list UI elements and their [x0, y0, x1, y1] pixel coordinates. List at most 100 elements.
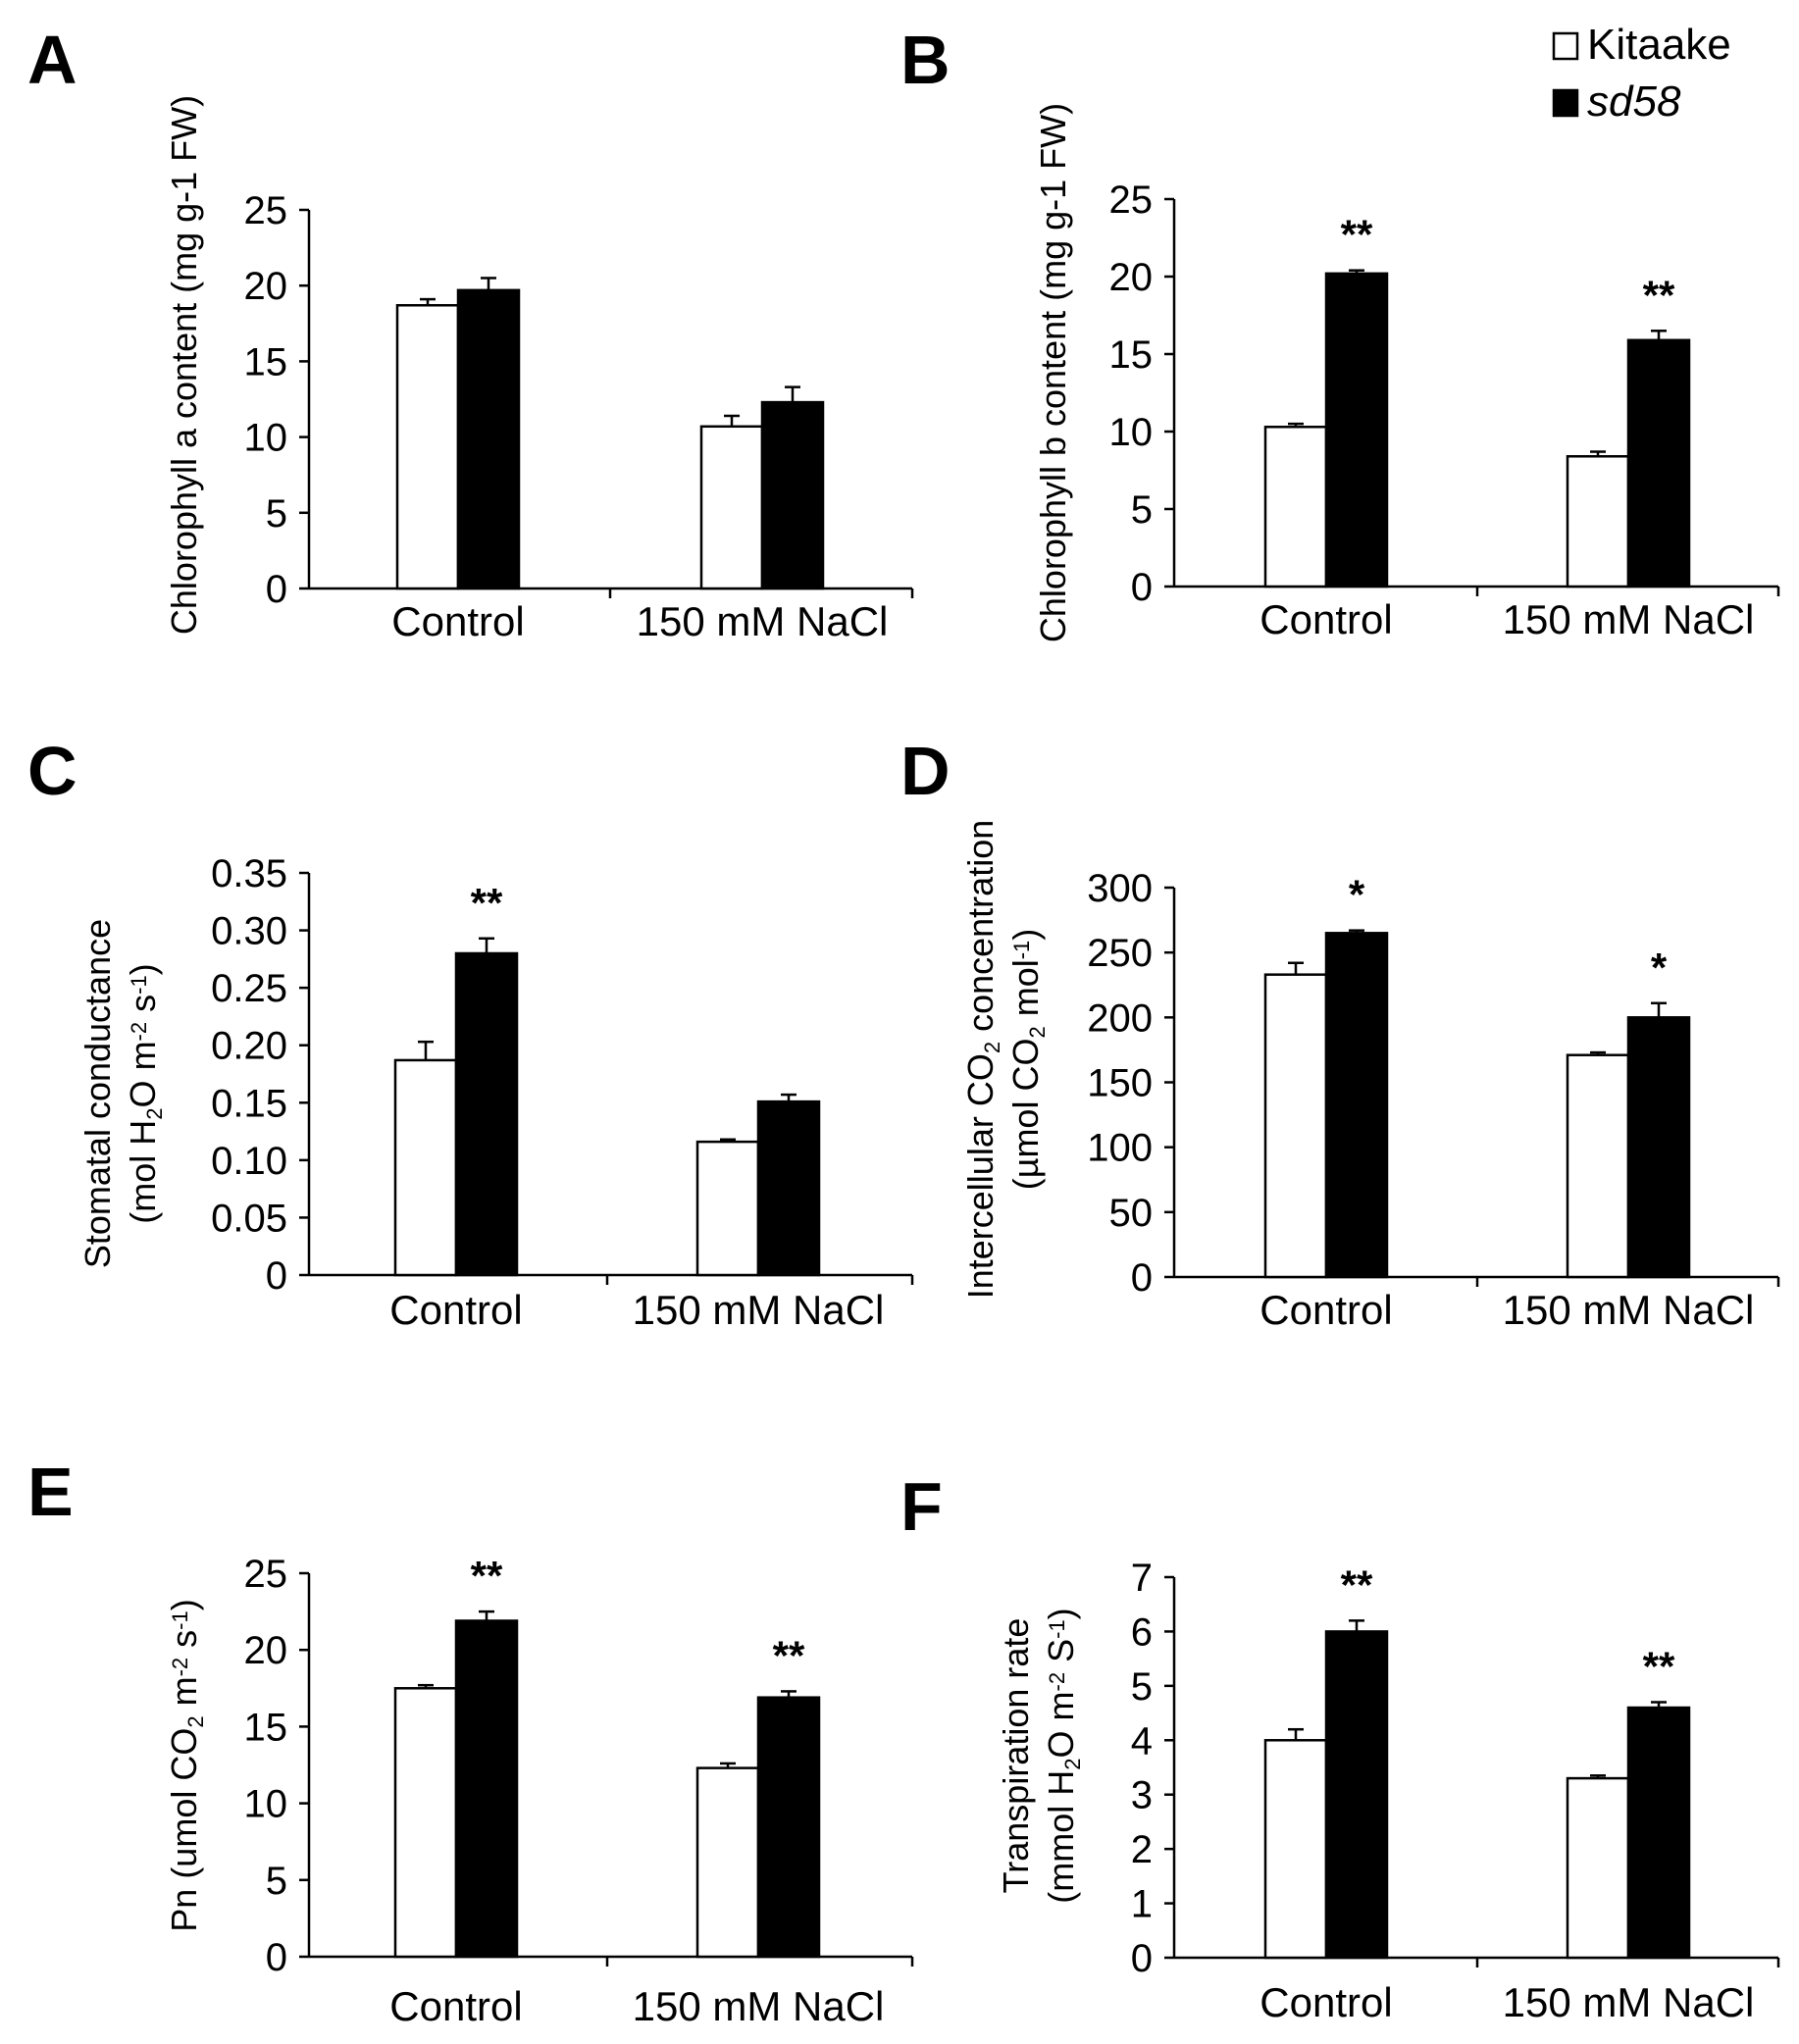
x-category-label: Control	[389, 1983, 522, 2029]
significance-label: *	[1349, 872, 1365, 918]
y-tick-label: 0	[1131, 1256, 1153, 1300]
y-tick-label: 0.10	[211, 1140, 287, 1183]
y-tick-label: 15	[244, 340, 288, 383]
y-tick-label: 25	[1109, 179, 1154, 222]
bar-sd58	[454, 1619, 519, 1959]
significance-label: **	[471, 1553, 503, 1599]
legend: Kitaake sd58	[1552, 21, 1731, 126]
legend-label-sd58: sd58	[1587, 77, 1681, 126]
y-tick-label: 20	[1109, 256, 1154, 299]
x-category-label: Control	[391, 598, 524, 644]
y-tick-label: 0.35	[211, 852, 287, 895]
bar-sd58	[760, 400, 825, 590]
chart-panel-c: C 0 0.05 0.10 0.15 0.20 0.25 0.30 0.35 ** Control 1…	[27, 733, 914, 1333]
bar-sd58	[454, 951, 519, 1277]
bar-sd58	[1324, 932, 1389, 1279]
bar-kitaake	[695, 1140, 760, 1277]
y-tick-label: 25	[244, 1553, 288, 1596]
y-axis-label: Chlorophyll b content (mg g-1 FW)	[1033, 103, 1073, 642]
x-category-label: Control	[1259, 1979, 1392, 2025]
y-tick-label: 20	[244, 1629, 288, 1672]
bar-kitaake	[1263, 426, 1328, 588]
x-category-label: 150 mM NaCl	[633, 1983, 885, 2029]
y-tick-label: 0.15	[211, 1082, 287, 1125]
panel-letter: E	[27, 1454, 74, 1530]
bar-kitaake	[1263, 973, 1328, 1279]
y-tick-label: 0	[266, 1936, 287, 1979]
y-tick-label: 0.20	[211, 1025, 287, 1068]
y-tick-label: 300	[1087, 867, 1153, 910]
y-tick-label: 6	[1131, 1610, 1153, 1654]
y-tick-label: 5	[266, 492, 287, 536]
y-tick-label: 7	[1131, 1557, 1153, 1600]
y-tick-label: 1	[1131, 1883, 1153, 1926]
y-tick-label: 25	[244, 189, 288, 232]
legend-swatch-kitaake	[1552, 31, 1579, 61]
bar-kitaake	[1566, 455, 1630, 588]
bar-sd58	[1626, 1016, 1691, 1279]
y-tick-label: 5	[1131, 488, 1153, 532]
bar-sd58	[756, 1099, 821, 1277]
y-tick-label: 150	[1087, 1062, 1153, 1105]
bar-kitaake	[699, 425, 764, 590]
y-tick-label: 50	[1109, 1192, 1154, 1235]
y-tick-label: 200	[1087, 996, 1153, 1040]
bar-kitaake	[1566, 1776, 1630, 1960]
y-tick-label: 0	[1131, 566, 1153, 609]
y-tick-label: 10	[244, 417, 288, 460]
bar-kitaake	[393, 1687, 458, 1959]
bar-sd58	[1626, 1706, 1691, 1960]
y-tick-label: 5	[266, 1860, 287, 1903]
chart-panel-f: F 0 1 2 3 4 5 6 7 ** Control ** 150 mM NaCl Transpira…	[900, 1468, 1780, 2025]
y-tick-label: 20	[244, 265, 288, 308]
y-tick-label: 0.30	[211, 910, 287, 953]
y-tick-label: 0.05	[211, 1197, 287, 1240]
x-category-label: 150 mM NaCl	[1503, 596, 1755, 642]
significance-label: **	[471, 880, 503, 926]
x-category-label: Control	[1259, 596, 1392, 642]
y-tick-label: 4	[1131, 1719, 1153, 1763]
significance-label: **	[1341, 1561, 1373, 1608]
y-tick-label: 15	[1109, 333, 1154, 377]
significance-label: **	[1643, 1643, 1675, 1689]
bar-kitaake	[1566, 1053, 1630, 1279]
y-axis-label: Intercellular CO2 concentration	[960, 820, 1004, 1300]
bar-sd58	[1324, 1630, 1389, 1960]
bar-kitaake	[395, 304, 460, 590]
bar-sd58	[1626, 338, 1691, 588]
y-tick-label: 0	[266, 568, 287, 611]
y-tick-label: 0	[266, 1254, 287, 1298]
x-category-label: 150 mM NaCl	[1503, 1287, 1755, 1333]
significance-label: **	[1643, 272, 1675, 318]
x-category-label: 150 mM NaCl	[1503, 1979, 1755, 2025]
y-axis-label: Stomatal conductance	[77, 919, 118, 1268]
bar-sd58	[1324, 272, 1389, 588]
y-tick-label: 15	[244, 1706, 288, 1749]
panel-letter: B	[900, 22, 951, 98]
x-category-label: 150 mM NaCl	[633, 1287, 885, 1333]
y-tick-label: 10	[1109, 411, 1154, 454]
bar-sd58	[756, 1696, 821, 1959]
bar-sd58	[456, 288, 521, 590]
chart-panel-b: B 0 5 10 15 20 25 ** Control ** 150 mM NaCl Chlorop…	[900, 22, 1780, 642]
significance-label: *	[1651, 945, 1668, 991]
chart-panel-a: A 0 5 10 15 20 25 Control 150 mM NaCl Chlorophyll…	[27, 22, 914, 644]
x-category-label: Control	[1259, 1287, 1392, 1333]
y-axis-label: (mmol H2O m-2 S-1)	[1041, 1608, 1085, 1903]
panel-letter: C	[27, 733, 77, 809]
y-tick-label: 250	[1087, 932, 1153, 975]
significance-label: **	[773, 1632, 805, 1678]
significance-label: **	[1341, 212, 1373, 258]
x-category-label: Control	[389, 1287, 522, 1333]
y-tick-label: 100	[1087, 1127, 1153, 1170]
chart-panel-e: E 0 5 10 15 20 25 ** Control ** 150 mM NaCl Pn (umo…	[27, 1454, 914, 2029]
y-axis-label: Chlorophyll a content (mg g-1 FW)	[164, 95, 204, 635]
panel-letter: F	[900, 1468, 943, 1545]
bar-kitaake	[695, 1766, 760, 1959]
y-tick-label: 0.25	[211, 967, 287, 1010]
legend-label-kitaake: Kitaake	[1587, 21, 1731, 69]
x-category-label: 150 mM NaCl	[637, 598, 889, 644]
bar-kitaake	[1263, 1739, 1328, 1960]
